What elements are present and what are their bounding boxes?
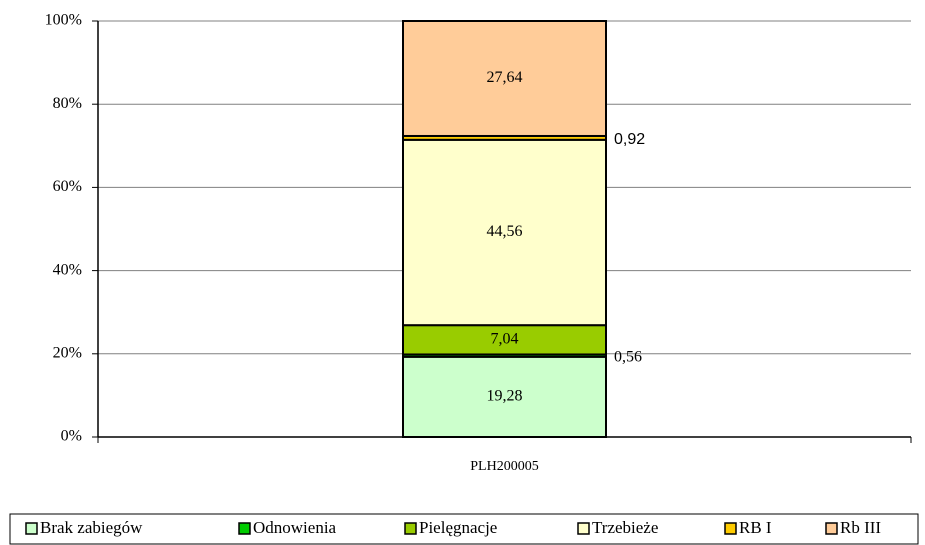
legend-label: Rb III — [840, 518, 881, 537]
legend-label: Trzebieże — [592, 518, 658, 537]
legend-label: Odnowienia — [253, 518, 337, 537]
bar-segment — [402, 20, 607, 137]
data-label: 44,56 — [487, 223, 523, 240]
legend-swatch — [238, 522, 251, 535]
y-tick-label: 40% — [53, 261, 82, 278]
bar-segment — [402, 355, 607, 438]
y-tick-label: 60% — [53, 178, 82, 195]
legend-box — [9, 513, 919, 545]
legend-swatch — [825, 522, 838, 535]
legend-swatch — [404, 522, 417, 535]
bar-segment — [402, 138, 607, 327]
data-label: 0,92 — [614, 131, 645, 148]
data-label: 19,28 — [487, 388, 523, 405]
y-tick-label: 0% — [61, 428, 82, 445]
y-tick-label: 80% — [53, 95, 82, 112]
x-tick-label: PLH200005 — [470, 459, 538, 474]
data-label: 0,56 — [614, 348, 642, 365]
legend-swatch — [577, 522, 590, 535]
data-label: 7,04 — [491, 330, 519, 347]
data-label: 27,64 — [487, 69, 523, 86]
y-tick-label: 20% — [53, 344, 82, 361]
legend-swatch — [25, 522, 38, 535]
legend-label: Brak zabiegów — [40, 518, 143, 537]
y-tick-label: 100% — [45, 12, 82, 29]
legend-label: Pielęgnacje — [419, 518, 497, 537]
legend-label: RB I — [739, 518, 772, 537]
legend-swatch — [724, 522, 737, 535]
